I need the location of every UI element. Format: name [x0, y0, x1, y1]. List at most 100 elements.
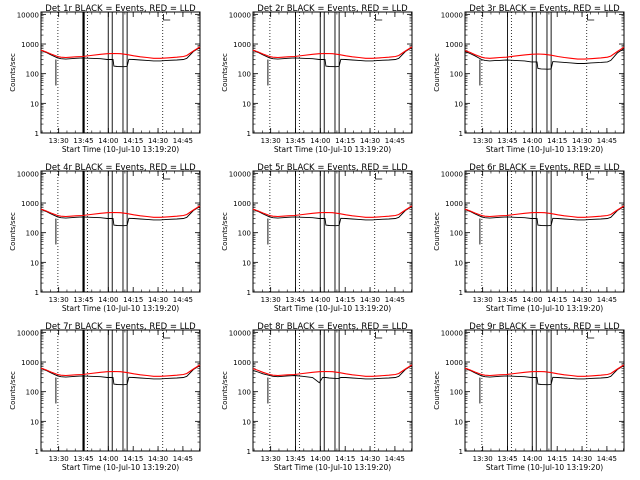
x-tick-label: 14:30 [572, 296, 592, 304]
y-tick-label: 10000 [441, 11, 463, 19]
y-tick-label: 10 [30, 100, 39, 108]
series-events-line [40, 206, 201, 227]
x-tick-label: 14:15 [123, 455, 143, 463]
marker-bracket [163, 14, 171, 21]
plot-frame [40, 170, 201, 293]
y-axis-label: Counts/sec [221, 53, 229, 92]
y-tick-label: 10000 [229, 329, 251, 337]
panel-title: Det 8r BLACK = Events, RED = LLD [257, 322, 408, 332]
y-tick-label: 10 [30, 259, 39, 267]
panel-4: Det 4r BLACK = Events, RED = LLD 1 10 100 10… [9, 163, 201, 313]
x-tick-label: 13:45 [285, 455, 305, 463]
x-tick-label: 13:30 [473, 137, 493, 145]
x-tick-label: 14:45 [385, 455, 405, 463]
panel-9: Det 9r BLACK = Events, RED = LLD 1 10 100 10… [433, 322, 625, 472]
panel-title: Det 2r BLACK = Events, RED = LLD [257, 4, 408, 14]
x-tick-label: 14:15 [123, 296, 143, 304]
x-tick-label: 14:45 [385, 296, 405, 304]
x-tick-label: 14:00 [98, 296, 118, 304]
y-tick-label: 10000 [17, 11, 39, 19]
panel-title: Det 4r BLACK = Events, RED = LLD [45, 163, 196, 173]
x-axis-label: Start Time (10-Jul-10 13:19:20) [274, 463, 391, 472]
x-tick-label: 14:00 [98, 137, 118, 145]
y-tick-label: 10000 [17, 170, 39, 178]
y-tick-label: 10 [454, 100, 463, 108]
y-tick-label: 1000 [445, 200, 463, 208]
y-tick-label: 1000 [233, 359, 251, 367]
x-tick-label: 14:00 [310, 455, 330, 463]
series-lld-line [464, 364, 625, 377]
series-events-line [252, 365, 413, 384]
x-tick-label: 14:00 [310, 137, 330, 145]
y-axis-label: Counts/sec [9, 371, 17, 410]
y-tick-label: 100 [450, 230, 463, 238]
series-lld-line [464, 205, 625, 218]
x-tick-label: 14:30 [360, 137, 380, 145]
plot-frame [464, 11, 625, 134]
x-tick-label: 14:30 [572, 137, 592, 145]
x-tick-label: 13:45 [497, 455, 517, 463]
x-tick-label: 14:15 [547, 296, 567, 304]
y-tick-label: 1000 [21, 359, 39, 367]
y-axis-label: Counts/sec [9, 53, 17, 92]
x-tick-label: 14:45 [597, 137, 617, 145]
y-tick-label: 1 [35, 130, 39, 138]
y-axis-label: Counts/sec [433, 371, 441, 410]
x-axis-label: Start Time (10-Jul-10 13:19:20) [62, 304, 179, 313]
y-axis-label: Counts/sec [221, 212, 229, 251]
x-axis-label: Start Time (10-Jul-10 13:19:20) [274, 145, 391, 154]
x-tick-label: 13:45 [285, 296, 305, 304]
series-events-line [464, 206, 625, 227]
y-tick-label: 100 [450, 71, 463, 79]
plot-frame [464, 329, 625, 452]
panel-7: Det 7r BLACK = Events, RED = LLD 1 10 100 10… [9, 322, 201, 472]
plot-frame [252, 329, 413, 452]
y-tick-label: 1000 [445, 41, 463, 49]
y-tick-label: 1000 [233, 41, 251, 49]
panel-3: Det 3r BLACK = Events, RED = LLD 1 10 100 10… [433, 4, 625, 154]
panel-5: Det 5r BLACK = Events, RED = LLD 1 10 100 10… [221, 163, 413, 313]
x-tick-label: 14:15 [335, 296, 355, 304]
marker-bracket [587, 173, 595, 180]
x-tick-label: 14:00 [98, 455, 118, 463]
y-tick-label: 10000 [229, 170, 251, 178]
y-tick-label: 100 [450, 389, 463, 397]
x-tick-label: 14:45 [173, 455, 193, 463]
x-tick-label: 14:00 [310, 296, 330, 304]
y-tick-label: 1 [35, 289, 39, 297]
marker-bracket [375, 173, 383, 180]
x-tick-label: 14:45 [597, 296, 617, 304]
panel-title: Det 1r BLACK = Events, RED = LLD [45, 4, 196, 14]
y-tick-label: 10 [30, 418, 39, 426]
x-tick-label: 13:45 [285, 137, 305, 145]
y-tick-label: 1000 [445, 359, 463, 367]
x-tick-label: 13:30 [49, 137, 69, 145]
x-tick-label: 14:15 [547, 455, 567, 463]
x-tick-label: 14:00 [522, 296, 542, 304]
series-lld-line [252, 205, 413, 218]
x-tick-label: 14:15 [547, 137, 567, 145]
x-tick-label: 13:30 [261, 137, 281, 145]
series-events-line [40, 47, 201, 68]
panel-title: Det 7r BLACK = Events, RED = LLD [45, 322, 196, 332]
y-tick-label: 1 [459, 130, 463, 138]
marker-bracket [163, 332, 171, 339]
y-tick-label: 10 [242, 418, 251, 426]
panel-title: Det 5r BLACK = Events, RED = LLD [257, 163, 408, 173]
plot-frame [252, 11, 413, 134]
x-axis-label: Start Time (10-Jul-10 13:19:20) [486, 304, 603, 313]
x-tick-label: 13:30 [261, 296, 281, 304]
plot-frame [40, 329, 201, 452]
y-tick-label: 1 [35, 448, 39, 456]
y-tick-label: 10000 [17, 329, 39, 337]
y-tick-label: 100 [26, 230, 39, 238]
y-axis-label: Counts/sec [221, 371, 229, 410]
y-tick-label: 1000 [21, 41, 39, 49]
x-tick-label: 13:30 [49, 455, 69, 463]
panel-6: Det 6r BLACK = Events, RED = LLD 1 10 100 10… [433, 163, 625, 313]
x-tick-label: 14:15 [335, 137, 355, 145]
y-tick-label: 1 [459, 289, 463, 297]
series-events-line [464, 48, 625, 70]
x-tick-label: 14:45 [597, 455, 617, 463]
series-events-line [464, 365, 625, 386]
